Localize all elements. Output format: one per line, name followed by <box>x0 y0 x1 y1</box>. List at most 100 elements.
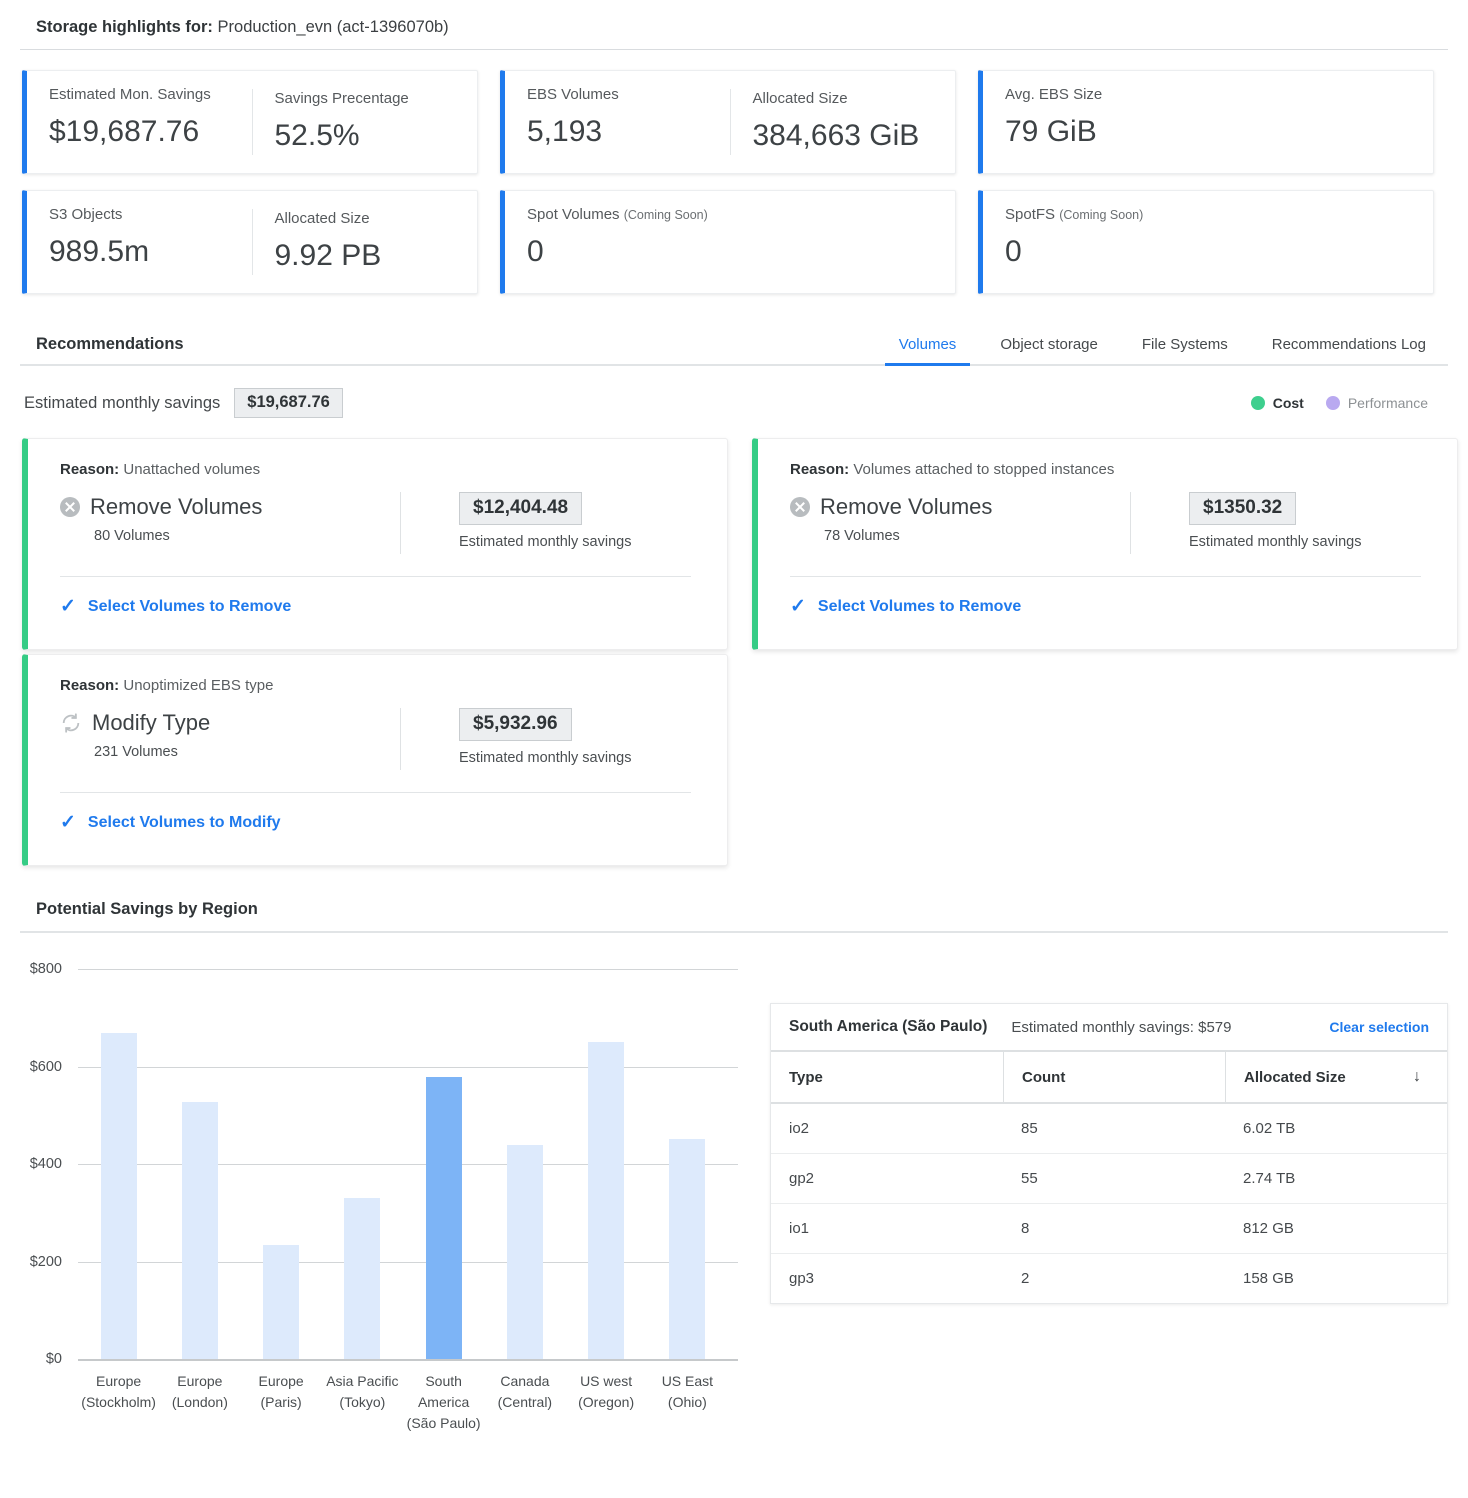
reason-label: Reason: <box>60 461 120 478</box>
card-reason: Reason: Unoptimized EBS type <box>60 677 703 694</box>
bar[interactable] <box>588 1042 625 1359</box>
kpi-label: EBS Volumes <box>527 86 619 103</box>
link-label: Select Volumes to Remove <box>817 597 1022 615</box>
coming-soon-badge: (Coming Soon) <box>623 208 708 222</box>
cost-dot-icon <box>1250 396 1265 410</box>
kpi-value: 9.92 PB <box>274 239 382 272</box>
x-axis-tick-label[interactable]: South America (São Paulo) <box>406 1373 481 1431</box>
gridline: $600 <box>30 1059 738 1075</box>
tab-volumes[interactable]: Volumes <box>877 336 979 366</box>
bar-slot[interactable] <box>322 969 403 1359</box>
kpi-grid: Estimated Mon. Savings $19,687.76 Saving… <box>0 50 1468 294</box>
tab-object-storage[interactable]: Object storage <box>1000 336 1098 353</box>
select-volumes-to-remove-link[interactable]: ✓ Select Volumes to Remove <box>790 597 1433 616</box>
x-axis-tick-label[interactable]: US East (Ohio) <box>661 1373 714 1410</box>
potential-savings-title: Potential Savings by Region <box>36 900 258 918</box>
cell-allocated-size: 2.74 TB <box>1243 1170 1296 1187</box>
y-axis-tick-label: $400 <box>29 1156 62 1172</box>
card-reason: Reason: Volumes attached to stopped inst… <box>790 461 1433 478</box>
region-table-header: South America (São Paulo) Estimated mont… <box>771 1004 1447 1052</box>
cell-type: io2 <box>789 1120 810 1137</box>
action-title-row: Modify Type <box>60 708 390 738</box>
x-axis-tick-label[interactable]: Europe (London) <box>171 1373 228 1410</box>
check-icon: ✓ <box>60 812 76 833</box>
card-amount-block: $12,404.48 Estimated monthly savings <box>400 492 703 554</box>
column-header-count[interactable]: Count <box>1003 1052 1225 1102</box>
bar-slot[interactable] <box>403 969 484 1359</box>
volume-count: 231 Volumes <box>94 744 178 760</box>
cell-count: 2 <box>1021 1270 1030 1287</box>
legend-label: Cost <box>1272 395 1304 411</box>
tab-recommendations-log[interactable]: Recommendations Log <box>1271 336 1426 353</box>
performance-dot-icon <box>1325 396 1340 410</box>
bar-slot[interactable] <box>566 969 647 1359</box>
table-row[interactable]: gp2 55 2.74 TB <box>771 1154 1447 1204</box>
gridline: $200 <box>30 1254 738 1270</box>
x-axis-tick-label[interactable]: Europe (Stockholm) <box>81 1373 156 1410</box>
table-row[interactable]: io2 85 6.02 TB <box>771 1104 1447 1154</box>
bar[interactable] <box>506 1144 543 1359</box>
kpi-cell: Allocated Size 384,663 GiB <box>729 89 956 155</box>
bar[interactable] <box>344 1198 381 1359</box>
card-action: Remove Volumes 78 Volumes <box>790 492 1130 544</box>
table-row[interactable]: gp3 2 158 GB <box>771 1254 1447 1303</box>
estimated-savings-caption: Estimated monthly savings <box>459 534 632 550</box>
kpi-label: Allocated Size <box>752 90 848 107</box>
tab-file-systems[interactable]: File Systems <box>1141 336 1228 353</box>
card-divider <box>790 576 1421 577</box>
select-volumes-to-remove-link[interactable]: ✓ Select Volumes to Remove <box>60 597 703 616</box>
kpi-card-ebs-volumes: EBS Volumes 5,193 Allocated Size 384,663… <box>500 70 956 174</box>
x-axis-tick-label[interactable]: Canada (Central) <box>497 1373 553 1410</box>
table-row[interactable]: io1 8 812 GB <box>771 1204 1447 1254</box>
volume-count: 80 Volumes <box>94 528 170 544</box>
savings-value-chip: $19,687.76 <box>234 388 343 418</box>
recommendation-cards: Reason: Unattached volumes Remove Volume… <box>0 418 1468 866</box>
bar-chart-plot: $0 $200 $400 $600 $800 <box>30 961 738 1367</box>
select-volumes-to-modify-link[interactable]: ✓ Select Volumes to Modify <box>60 813 703 832</box>
card-divider <box>60 576 691 577</box>
gridline: $400 <box>30 1156 738 1172</box>
bar[interactable] <box>425 1076 462 1359</box>
savings-label: Estimated monthly savings <box>24 393 221 412</box>
bar[interactable] <box>669 1139 706 1359</box>
x-axis-tick-label[interactable]: Europe (Paris) <box>258 1373 304 1410</box>
cell-allocated-size: 812 GB <box>1243 1220 1294 1237</box>
legend-item-performance[interactable]: Performance <box>1325 395 1428 411</box>
clear-selection-button[interactable]: Clear selection <box>1329 1019 1429 1035</box>
region-table: South America (São Paulo) Estimated mont… <box>770 1003 1448 1304</box>
kpi-card-spot-volumes: Spot Volumes (Coming Soon) 0 <box>500 190 956 294</box>
recommendations-header: Recommendations Volumes Object storage F… <box>20 322 1448 366</box>
y-axis-tick-label: $800 <box>29 961 62 977</box>
coming-soon-badge: (Coming Soon) <box>1059 208 1144 222</box>
bar-slot[interactable] <box>241 969 322 1359</box>
legend-label: Performance <box>1347 395 1428 411</box>
kpi-value: 79 GiB <box>1005 115 1097 148</box>
bar[interactable] <box>263 1245 300 1359</box>
action-title-row: Remove Volumes <box>60 492 390 522</box>
card-amount-block: $5,932.96 Estimated monthly savings <box>400 708 703 770</box>
cell-count: 55 <box>1021 1170 1038 1187</box>
kpi-value: 5,193 <box>527 115 603 148</box>
bar-slot[interactable] <box>484 969 565 1359</box>
card-divider <box>60 792 691 793</box>
x-axis-tick-label[interactable]: US west (Oregon) <box>578 1373 635 1410</box>
legend-item-cost[interactable]: Cost <box>1250 395 1304 411</box>
bar-slot[interactable] <box>78 969 159 1359</box>
bar[interactable] <box>181 1101 218 1359</box>
bar[interactable] <box>100 1033 137 1359</box>
sort-descending-icon[interactable]: ↓ <box>1413 1068 1421 1085</box>
card-amount-block: $1350.32 Estimated monthly savings <box>1130 492 1433 554</box>
check-icon: ✓ <box>790 596 806 617</box>
reason-text: Volumes attached to stopped instances <box>853 461 1115 478</box>
region-savings: Estimated monthly savings: $579 <box>1011 1018 1232 1036</box>
kpi-cell: EBS Volumes 5,193 <box>505 71 730 173</box>
bar-slot[interactable] <box>647 969 728 1359</box>
bar-slot[interactable] <box>159 969 240 1359</box>
card-reason: Reason: Unattached volumes <box>60 461 703 478</box>
x-axis-tick-label[interactable]: Asia Pacific (Tokyo) <box>326 1373 399 1410</box>
bar-series <box>78 969 728 1359</box>
cell-allocated-size: 158 GB <box>1243 1270 1294 1287</box>
column-header-allocated-size[interactable]: Allocated Size ↓ <box>1225 1052 1447 1102</box>
column-header-type[interactable]: Type <box>771 1052 1003 1102</box>
kpi-card-avg-ebs-size: Avg. EBS Size 79 GiB <box>978 70 1434 174</box>
